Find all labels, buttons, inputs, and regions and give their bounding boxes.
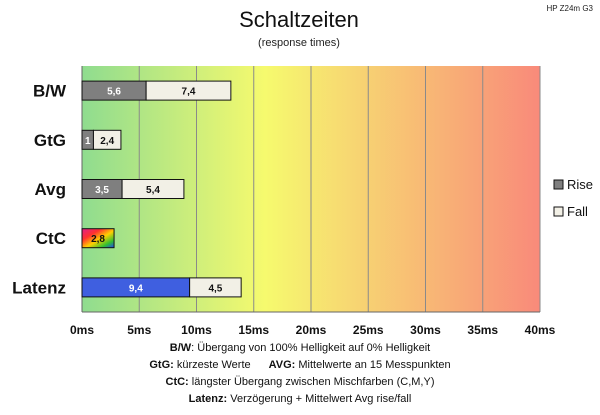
note-ctc: CtC: längster Übergang zwischen Mischfar… [0,374,600,391]
x-tick-label: 5ms [127,323,151,337]
x-tick-label: 25ms [353,323,384,337]
category-label: GtG [34,131,66,150]
bar-rise-label: 2,8 [91,234,105,245]
bars: 5,6 7,4 1 2,4 3,5 5,4 2,8 9,4 4,5 [81,80,242,298]
note-latenz-text: Verzögerung + Mittelwert Avg rise/fall [227,393,412,405]
note-bw-label: B/W [169,342,192,354]
note-avg-text: Mittelwerte an 15 Messpunkten [295,359,451,371]
legend: Rise Fall [553,177,593,219]
bar-fall-label: 4,5 [208,283,222,294]
bar-fall-label: 7,4 [182,87,196,98]
bar-rise-label: 5,6 [107,87,121,98]
bar-fall-label: 2,4 [100,136,114,147]
category-label: Avg [35,180,67,199]
explanation-notes: B/W: Übergang von 100% Helligkeit auf 0%… [0,340,600,408]
chart-title: Schaltzeiten [239,7,359,32]
x-axis-tick-labels: 0ms 5ms 10ms 15ms 20ms 25ms 30ms 35ms 40ms [70,323,556,337]
note-latenz-label: Latenz: [188,393,228,405]
legend-swatch-fall [553,206,564,217]
category-label: Latenz [12,278,66,297]
note-gtg-text: kürzeste Werte [173,359,251,371]
x-tick-label: 0ms [70,323,94,337]
bar-fall [145,80,232,101]
x-tick-label: 35ms [467,323,498,337]
bar-fall [92,129,122,150]
category-labels: B/W GtG Avg CtC Latenz [12,82,67,298]
bar-rise-label: 9,4 [129,283,143,294]
note-avg-label: AVG: [268,359,296,371]
x-tick-label: 10ms [181,323,212,337]
note-bw-text: : Übergang von 100% Helligkeit auf 0% He… [191,342,431,354]
bar-rise-label: 3,5 [95,185,109,196]
note-gtg-label: GtG: [149,359,174,371]
x-tick-label: 15ms [238,323,269,337]
note-gtg-avg: GtG: kürzeste Werte AVG: Mittelwerte an 1… [0,357,600,374]
x-tick-label: 30ms [410,323,441,337]
legend-swatch-rise [553,179,564,190]
bar-fall-label: 5,4 [146,185,160,196]
bar-fall [189,277,242,298]
bar-rise-label: 1 [85,136,91,147]
category-label: B/W [33,82,67,101]
legend-label-rise: Rise [567,177,593,192]
x-tick-label: 40ms [525,323,556,337]
legend-label-fall: Fall [567,204,588,219]
note-ctc-text: längster Übergang zwischen Mischfarben (… [188,376,435,388]
category-label: CtC [36,229,66,248]
x-tick-label: 20ms [296,323,327,337]
chart-subtitle: (response times) [258,37,340,49]
bar-fall [121,179,185,199]
bar-rise [81,228,115,249]
note-latenz: Latenz: Verzögerung + Mittelwert Avg ris… [0,391,600,408]
note-ctc-label: CtC: [165,376,189,388]
note-bw: B/W: Übergang von 100% Helligkeit auf 0%… [0,340,600,357]
response-time-chart: Schaltzeiten (response times) HP Z24m G3… [12,4,593,337]
monitor-model: HP Z24m G3 [546,4,593,13]
